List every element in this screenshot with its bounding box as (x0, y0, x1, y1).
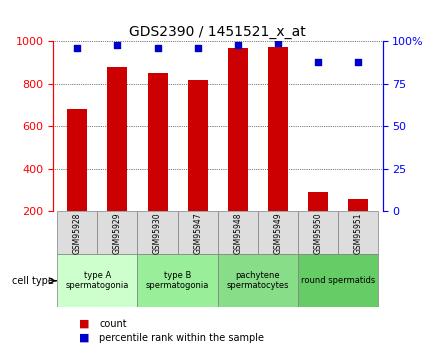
Text: percentile rank within the sample: percentile rank within the sample (99, 333, 264, 343)
FancyBboxPatch shape (218, 211, 258, 255)
Point (315, 59, 322, 65)
Text: GSM95949: GSM95949 (274, 212, 283, 254)
Bar (228, 48, 248, 211)
Text: round spermatids: round spermatids (301, 276, 375, 285)
Bar (348, 199, 368, 211)
FancyBboxPatch shape (338, 211, 379, 255)
FancyBboxPatch shape (298, 255, 379, 307)
Text: pachytene
spermatocytes: pachytene spermatocytes (227, 271, 289, 290)
Bar (67, 109, 87, 211)
Text: GSM95929: GSM95929 (113, 212, 122, 254)
FancyBboxPatch shape (57, 255, 137, 307)
Bar (108, 67, 128, 211)
Point (355, 59, 362, 65)
FancyBboxPatch shape (258, 211, 298, 255)
Text: GSM95928: GSM95928 (73, 212, 82, 254)
Text: GSM95951: GSM95951 (354, 212, 363, 254)
FancyBboxPatch shape (218, 255, 298, 307)
Text: GSM95950: GSM95950 (314, 212, 323, 254)
Text: cell type: cell type (12, 276, 54, 286)
Point (194, 46, 201, 51)
Point (74, 46, 81, 51)
Bar (147, 73, 167, 211)
Bar (188, 80, 208, 211)
FancyBboxPatch shape (57, 211, 97, 255)
FancyBboxPatch shape (137, 211, 178, 255)
FancyBboxPatch shape (178, 211, 218, 255)
Text: GSM95947: GSM95947 (193, 212, 202, 254)
Bar (268, 47, 288, 211)
Text: ■: ■ (79, 318, 90, 328)
Point (235, 42, 241, 48)
FancyBboxPatch shape (137, 255, 218, 307)
FancyBboxPatch shape (97, 211, 137, 255)
Point (114, 42, 121, 48)
Title: GDS2390 / 1451521_x_at: GDS2390 / 1451521_x_at (130, 25, 306, 39)
Text: count: count (99, 318, 127, 328)
Point (154, 46, 161, 51)
Text: ■: ■ (79, 333, 90, 343)
Point (275, 40, 281, 46)
Text: type A
spermatogonia: type A spermatogonia (65, 271, 129, 290)
Bar (308, 192, 328, 211)
Text: GSM95948: GSM95948 (233, 212, 242, 254)
Text: GSM95930: GSM95930 (153, 212, 162, 254)
Text: type B
spermatogonia: type B spermatogonia (146, 271, 210, 290)
FancyBboxPatch shape (298, 211, 338, 255)
